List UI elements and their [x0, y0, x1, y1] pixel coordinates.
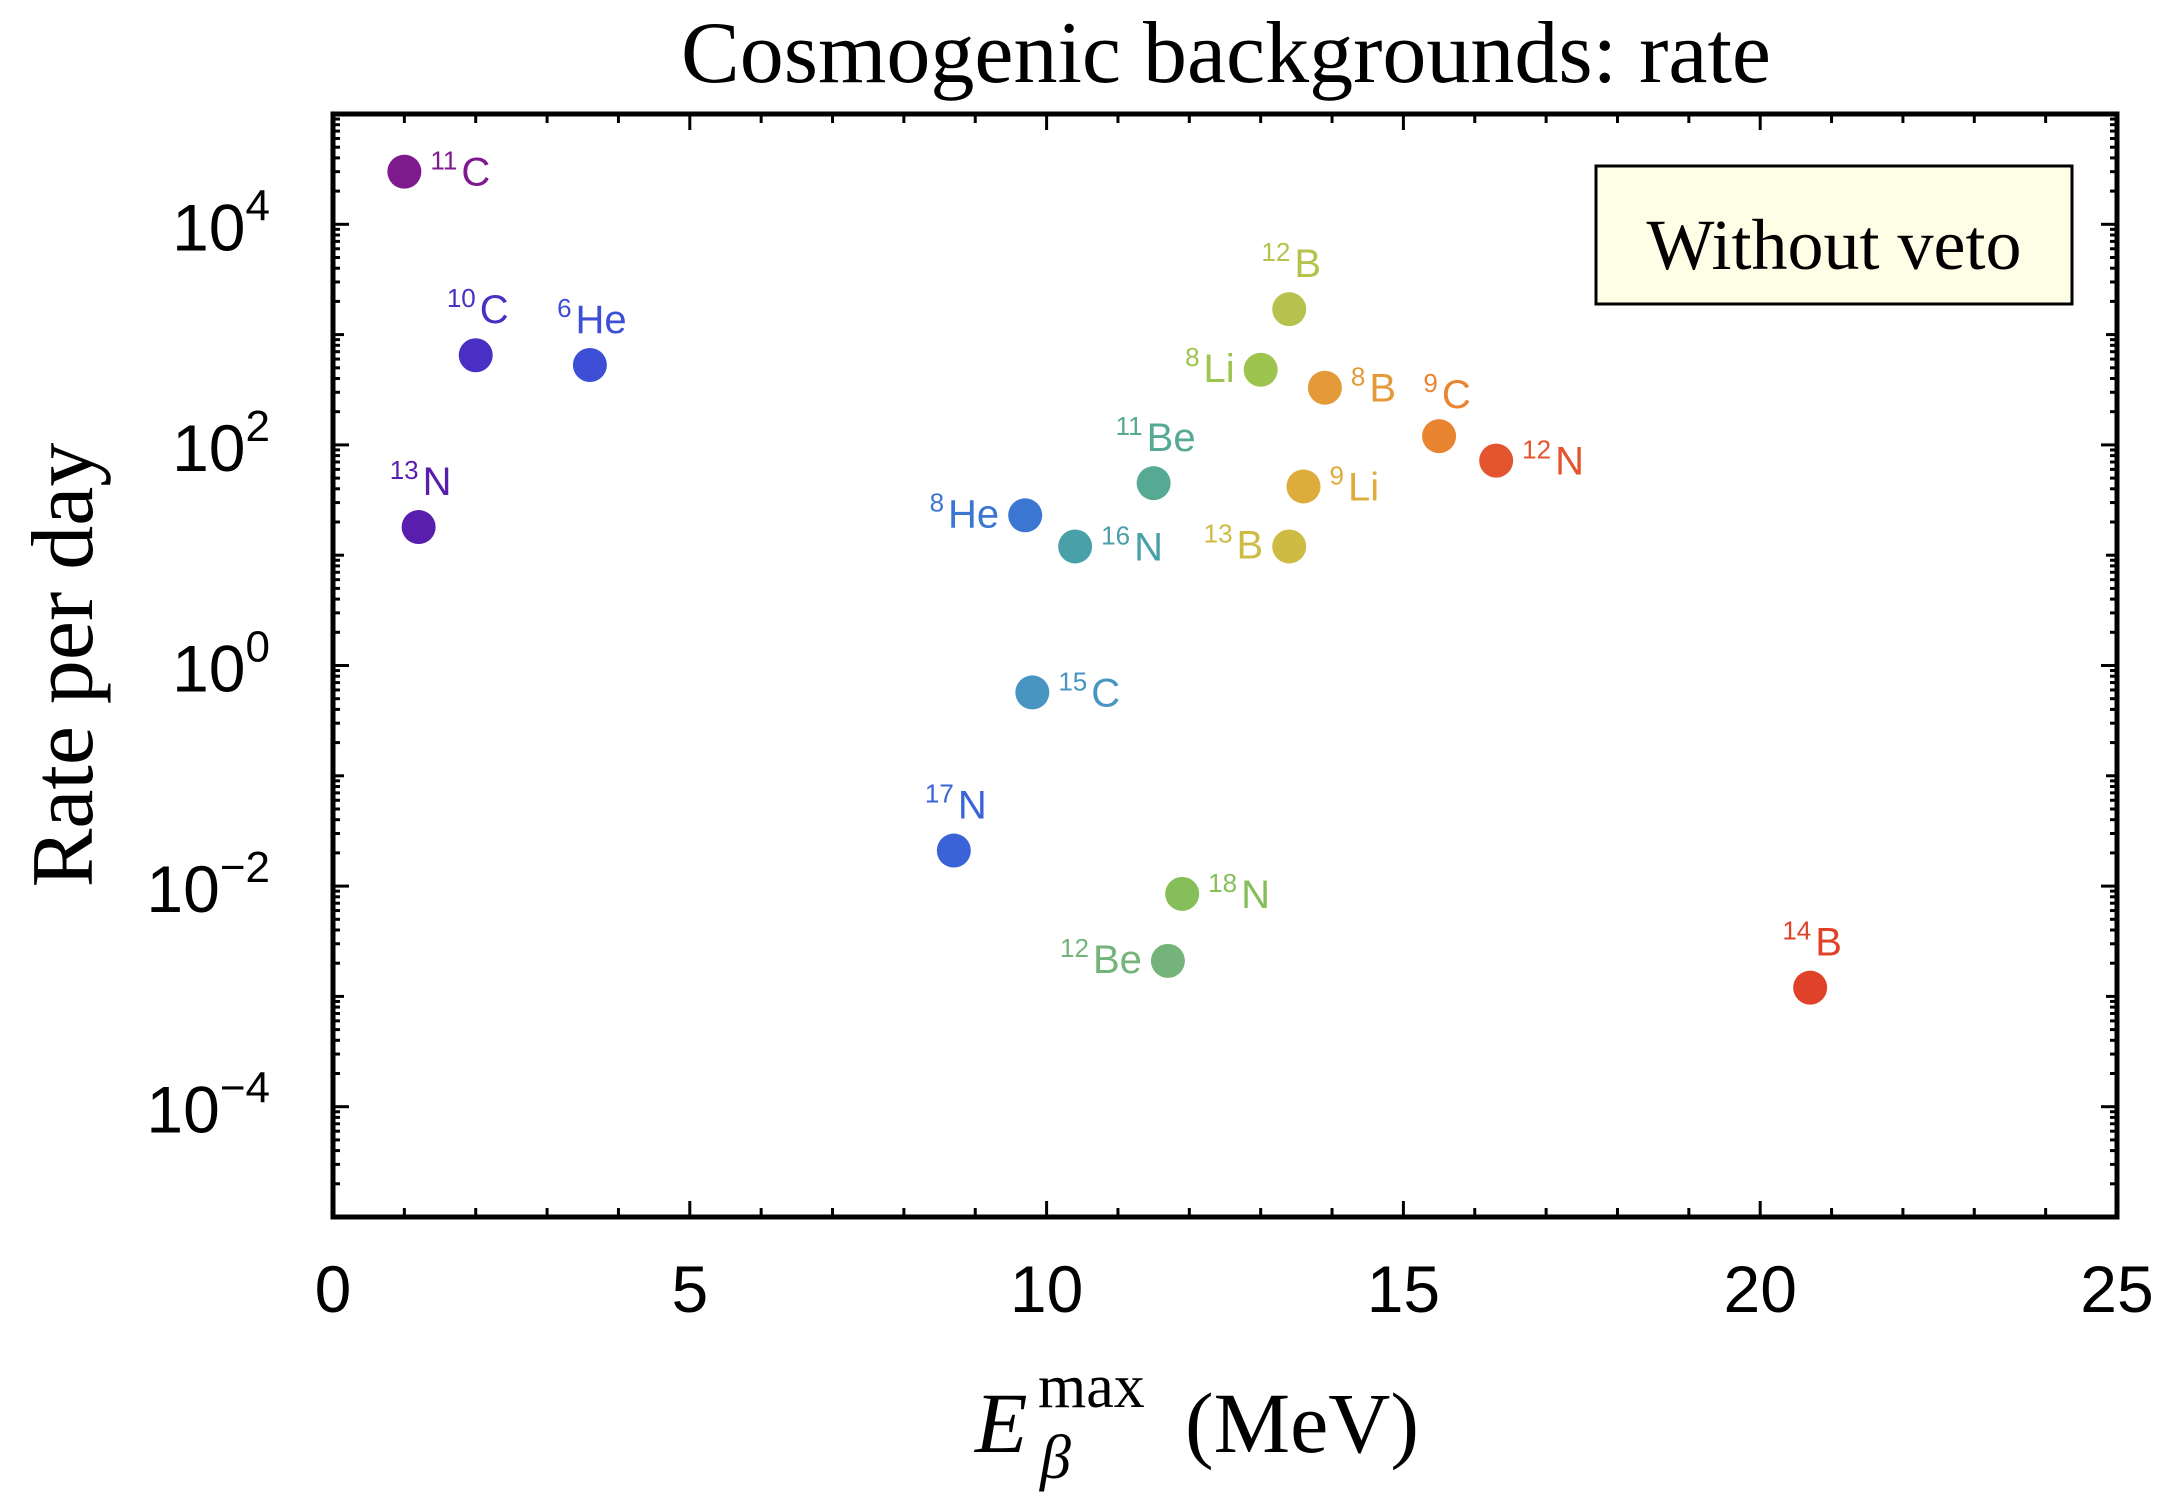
data-point-10c: [458, 338, 493, 373]
point-label-12be: 12 Be: [1060, 933, 1142, 982]
point-label-11be: 11 Be: [1116, 411, 1196, 460]
y-axis-label: Rate per day: [15, 443, 112, 888]
legend-box: Without veto: [1594, 164, 2074, 306]
legend-box-frame: [1594, 164, 2074, 306]
x-axis-label-subscript: β: [1039, 1424, 1071, 1492]
data-point-11c: [387, 154, 422, 189]
y-tick-label: 10−4: [146, 1064, 270, 1147]
point-label-13n: 13 N: [390, 455, 452, 504]
x-tick-label: 15: [1367, 1252, 1440, 1326]
point-label-16n: 16 N: [1101, 520, 1163, 569]
x-tick-label: 10: [1010, 1252, 1083, 1326]
data-point-14b: [1793, 970, 1828, 1005]
point-label-10c: 10 C: [447, 283, 509, 332]
data-point-8he: [1008, 498, 1043, 533]
y-tick-label: 102: [172, 402, 270, 485]
point-label-18n: 18 N: [1208, 868, 1270, 917]
data-point-13n: [401, 510, 436, 545]
data-points: [387, 154, 1828, 1005]
x-tick-label: 25: [2080, 1252, 2153, 1326]
point-label-12n: 12 N: [1522, 435, 1584, 484]
y-tick-label: 100: [172, 623, 270, 706]
point-label-8li: 8 Li: [1185, 342, 1235, 391]
point-labels: 11 C 10 C 6 He 13 N 8 He 16 N 11 Be 12 B 8 Li 8 B 9 C 12 N 9 Li 13…: [390, 146, 1842, 982]
chart-title: Cosmogenic backgrounds: rate: [681, 5, 1771, 102]
x-tick-label: 20: [1723, 1252, 1796, 1326]
point-label-11c: 11 C: [430, 146, 490, 195]
data-point-9c: [1422, 419, 1457, 454]
point-label-12b: 12 B: [1261, 237, 1321, 286]
x-tick-label: 0: [315, 1252, 352, 1326]
point-label-9li: 9 Li: [1329, 460, 1379, 509]
y-tick-label: 10−2: [146, 843, 270, 926]
data-point-12b: [1272, 292, 1307, 327]
point-label-15c: 15 C: [1058, 666, 1120, 715]
data-point-15c: [1015, 675, 1050, 710]
x-axis-label-superscript: max: [1038, 1353, 1145, 1421]
data-point-9li: [1286, 469, 1321, 504]
data-point-6he: [572, 348, 607, 383]
point-label-6he: 6 He: [557, 293, 627, 342]
data-point-18n: [1165, 876, 1200, 911]
data-point-8li: [1243, 352, 1278, 387]
plot-frame: [330, 111, 2120, 1220]
x-tick-labels: 0 5 10 15 20 25: [315, 1252, 2154, 1326]
y-tick-label: 104: [172, 181, 270, 264]
point-label-8he: 8 He: [930, 487, 1000, 536]
point-label-13b: 13 B: [1204, 518, 1264, 567]
x-axis-label-symbol: E: [973, 1375, 1028, 1471]
x-axis-label-unit: (MeV): [1185, 1375, 1419, 1471]
data-point-12be: [1150, 943, 1185, 978]
data-point-12n: [1479, 443, 1514, 478]
point-label-17n: 17 N: [925, 779, 987, 828]
y-tick-labels: 10−4 10−2 100 102 104: [146, 181, 270, 1146]
legend-box-text: Without veto: [1646, 205, 2021, 285]
data-point-16n: [1058, 529, 1093, 564]
data-point-17n: [936, 833, 971, 868]
data-point-13b: [1272, 529, 1307, 564]
point-label-14b: 14 B: [1782, 916, 1842, 965]
data-point-8b: [1307, 370, 1342, 405]
x-axis-label: E β max (MeV): [973, 1353, 1419, 1492]
data-point-11be: [1136, 466, 1171, 501]
x-tick-label: 5: [671, 1252, 708, 1326]
